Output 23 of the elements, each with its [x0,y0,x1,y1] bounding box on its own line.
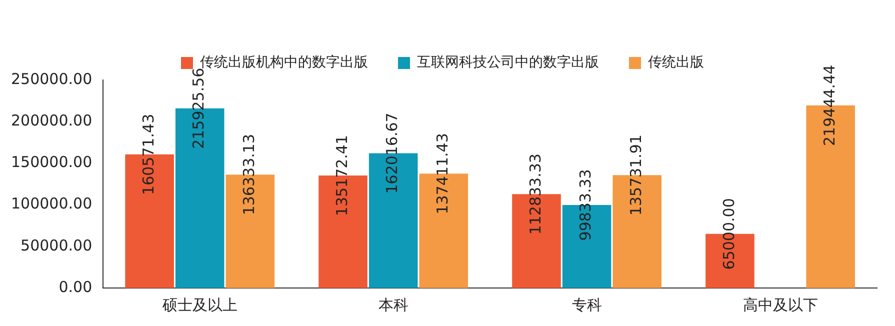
x-tick-label: 本科 [378,296,408,314]
legend-label: 互联网科技公司中的数字出版 [417,54,599,71]
data-label: 99833.33 [576,169,595,241]
data-label: 136333.13 [240,134,258,216]
data-label: 65000.00 [720,198,738,270]
y-tick-label: 250000.00 [10,70,92,88]
x-tick-label: 专科 [572,296,602,314]
data-label: 160571.43 [139,114,158,195]
x-tick-label: 高中及以下 [742,296,818,314]
data-label: 135172.41 [332,134,351,216]
data-label: 112833.33 [526,154,544,235]
y-tick-label: 50000.00 [20,236,92,254]
legend-label: 传统出版 [648,54,704,71]
y-tick-label: 0.00 [58,278,92,296]
data-label: 137411.43 [434,133,452,214]
y-tick-label: 100000.00 [10,194,92,213]
x-tick-label: 硕士及以上 [161,296,238,314]
data-label: 215925.56 [190,68,208,149]
y-tick-label: 200000.00 [10,111,92,130]
data-label: 219444.44 [820,64,838,146]
data-label: 135731.91 [626,134,645,216]
y-tick-label: 150000.00 [10,153,92,172]
data-label: 162016.67 [383,112,402,194]
